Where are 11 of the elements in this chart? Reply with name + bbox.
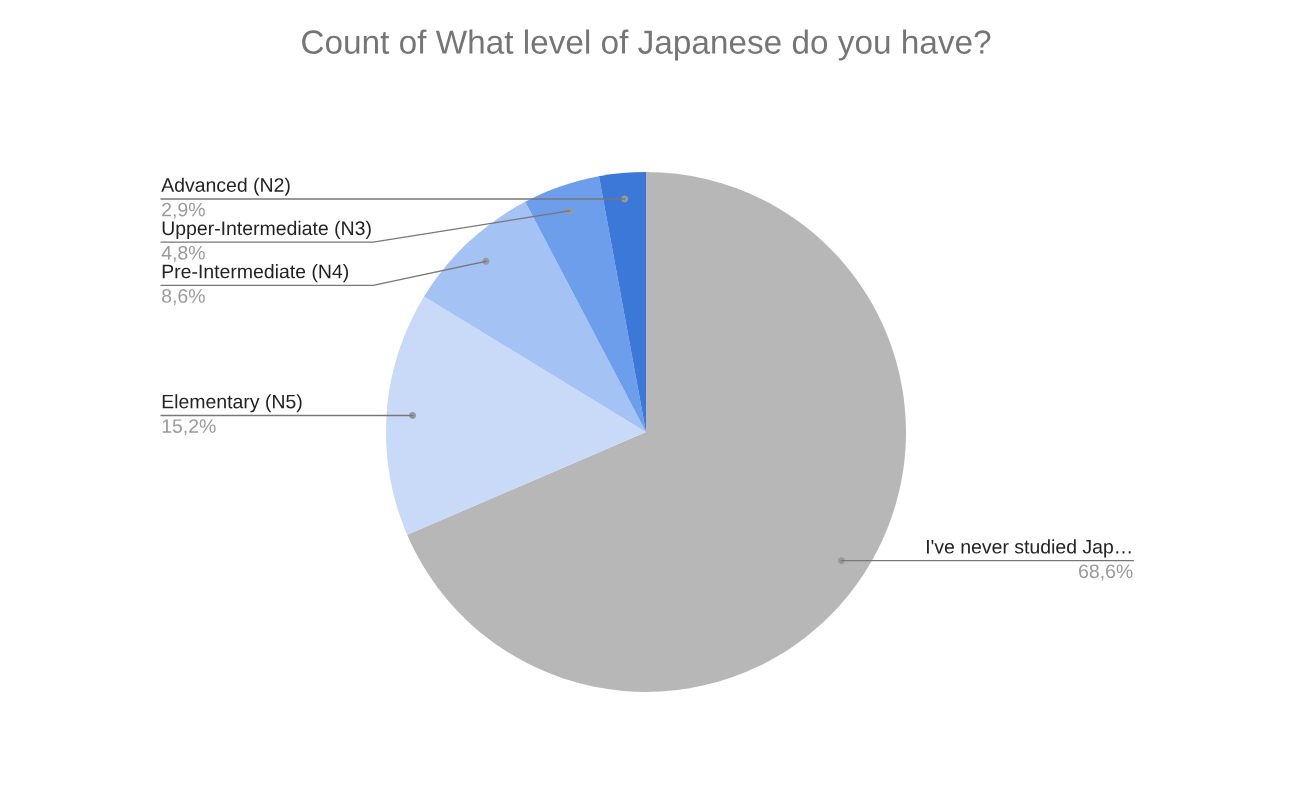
data-label: 68,6%: [1079, 564, 1133, 581]
data-label: 4,8%: [161, 245, 205, 262]
data-label: 2,9%: [162, 202, 205, 219]
slice-label: I've never studied Jap…: [927, 539, 1131, 558]
slice-label: Advanced (N2): [161, 177, 290, 196]
data-label: 15,2%: [162, 419, 216, 436]
slice-label: Elementary (N5): [162, 394, 302, 413]
slice-label: Pre-Intermediate (N4): [162, 264, 349, 283]
slice-label: Upper-Intermediate (N3): [162, 220, 371, 239]
data-label: 8,6%: [162, 289, 205, 306]
chart-title: Count of What level of Japanese do you have?: [302, 29, 991, 61]
